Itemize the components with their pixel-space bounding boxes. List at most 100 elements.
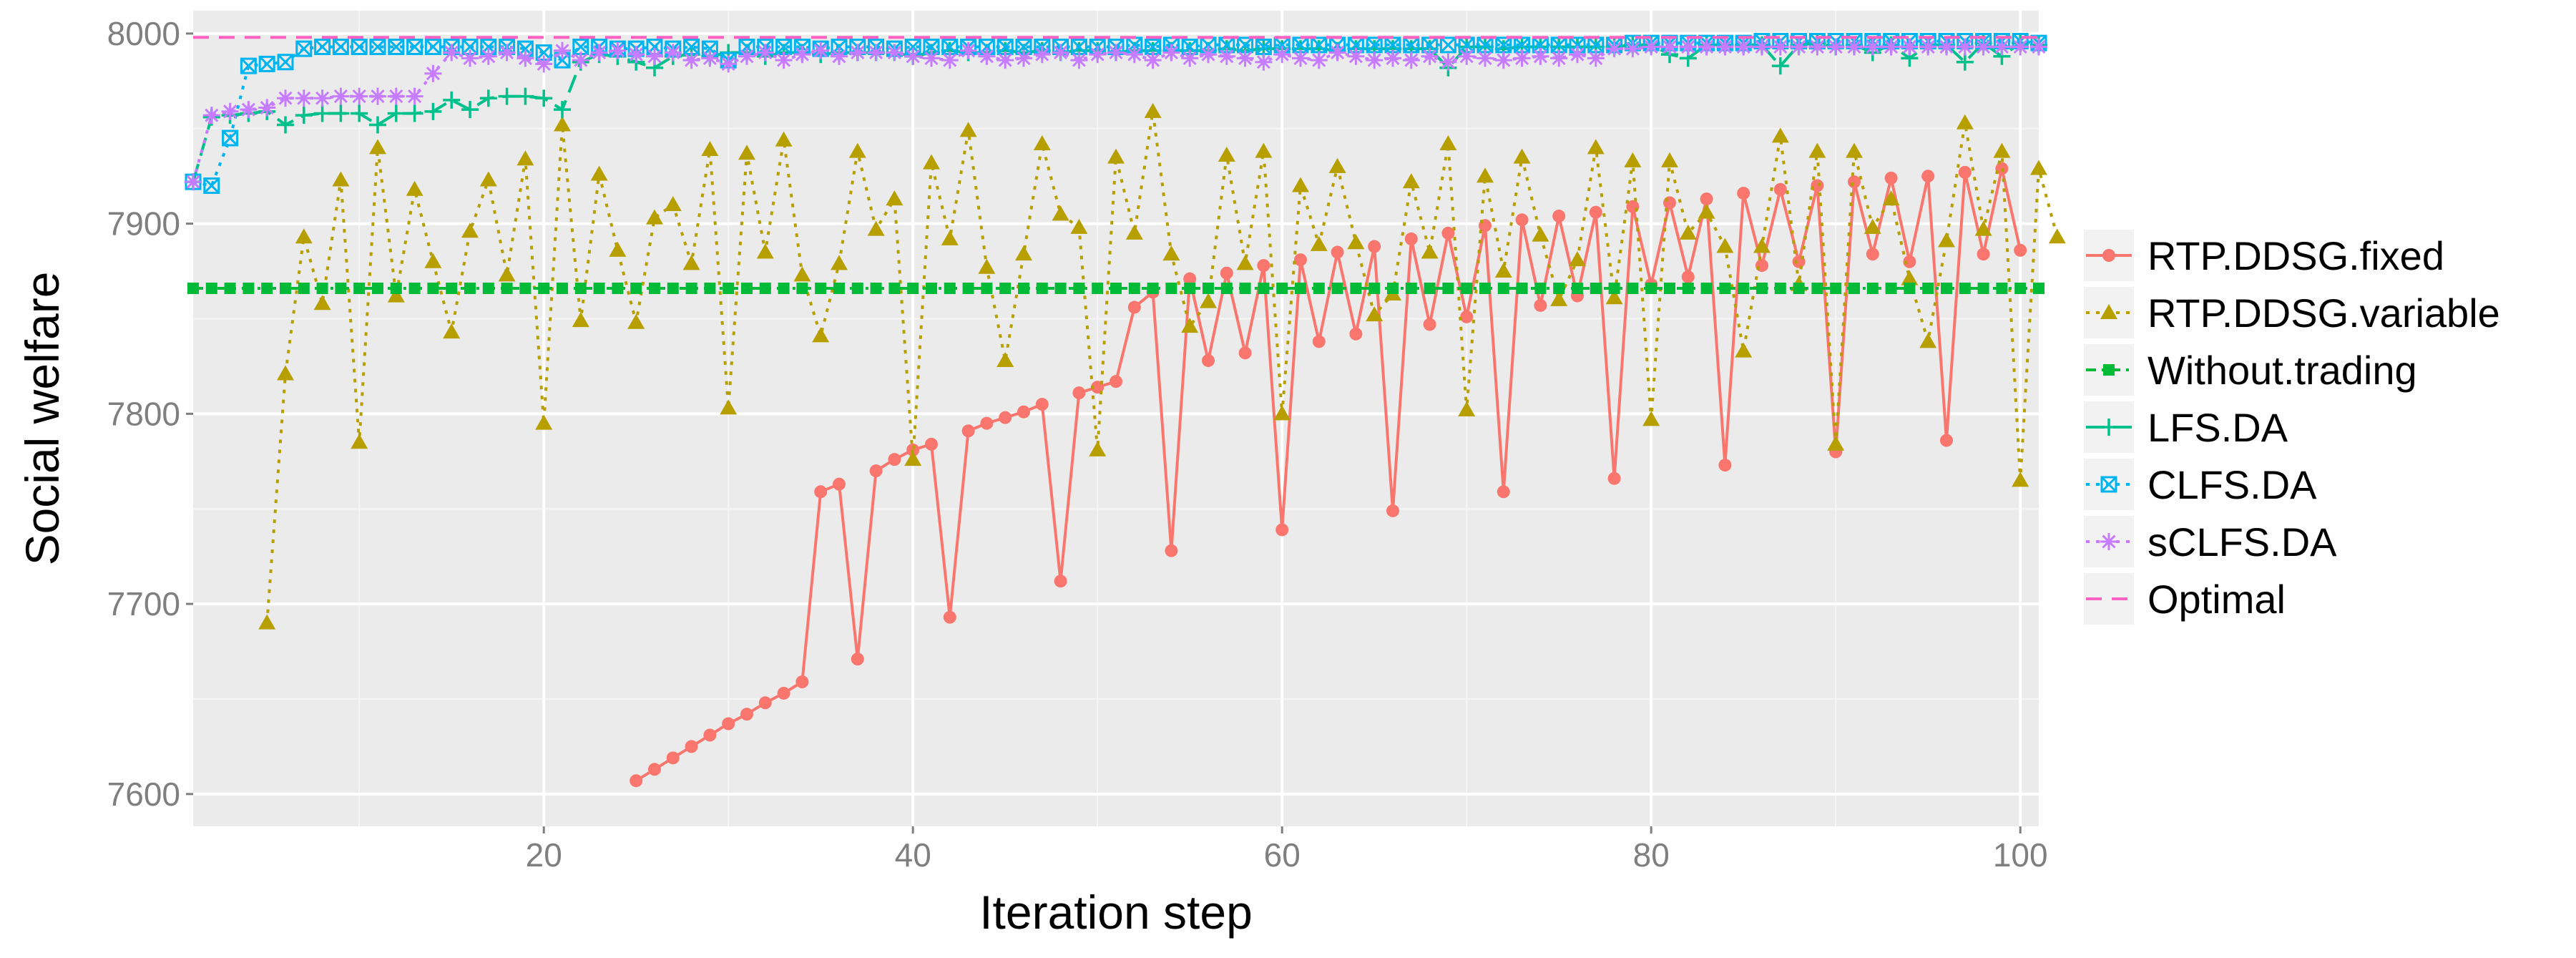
data-point-rtp-ddsg-fixed bbox=[1165, 544, 1178, 557]
data-point-rtp-ddsg-variable bbox=[443, 323, 461, 339]
data-point-lfs-da bbox=[277, 116, 294, 134]
data-point-lfs-da bbox=[332, 104, 350, 122]
data-point-rtp-ddsg-variable bbox=[793, 266, 811, 282]
data-point-sclfs-da bbox=[277, 89, 294, 107]
data-point-sclfs-da bbox=[1181, 49, 1199, 67]
data-point-sclfs-da bbox=[351, 87, 368, 105]
data-point-rtp-ddsg-variable bbox=[701, 140, 719, 156]
data-point-without-trading bbox=[1553, 282, 1565, 294]
data-point-rtp-ddsg-fixed bbox=[1054, 575, 1067, 588]
data-point-sclfs-da bbox=[682, 52, 700, 69]
data-point-clfs-da bbox=[941, 38, 959, 55]
data-point-clfs-da bbox=[461, 38, 479, 55]
data-point-rtp-ddsg-variable bbox=[1661, 152, 1678, 167]
data-point-sclfs-da bbox=[406, 87, 423, 105]
data-point-rtp-ddsg-fixed bbox=[1921, 170, 1935, 183]
y-tick-label: 8000 bbox=[107, 15, 180, 52]
data-point-rtp-ddsg-variable bbox=[2012, 471, 2029, 487]
data-point-lfs-da bbox=[1771, 57, 1789, 75]
data-point-clfs-da bbox=[775, 38, 793, 55]
data-point-rtp-ddsg-variable bbox=[590, 165, 608, 181]
data-point-rtp-ddsg-fixed bbox=[1035, 398, 1049, 411]
data-point-without-trading bbox=[1276, 282, 1288, 294]
data-point-without-trading bbox=[1904, 282, 1916, 294]
data-point-clfs-da bbox=[203, 177, 220, 194]
legend-label: RTP.DDSG.fixed bbox=[2148, 233, 2444, 278]
data-point-rtp-ddsg-variable bbox=[1070, 218, 1088, 234]
data-point-without-trading bbox=[1627, 282, 1639, 294]
data-point-rtp-ddsg-variable bbox=[1310, 235, 1328, 251]
data-point-rtp-ddsg-variable bbox=[831, 255, 848, 270]
data-point-rtp-ddsg-variable bbox=[1550, 290, 1568, 306]
legend-key-marker bbox=[2100, 476, 2117, 493]
data-point-rtp-ddsg-variable bbox=[369, 139, 386, 155]
data-point-without-trading bbox=[1092, 282, 1104, 294]
data-point-rtp-ddsg-fixed bbox=[1460, 310, 1474, 323]
data-point-rtp-ddsg-fixed bbox=[1404, 232, 1418, 245]
data-point-clfs-da bbox=[1439, 36, 1456, 54]
data-point-sclfs-da bbox=[443, 44, 461, 62]
data-point-without-trading bbox=[1682, 282, 1694, 294]
data-point-sclfs-da bbox=[1015, 49, 1032, 67]
data-point-rtp-ddsg-fixed bbox=[1866, 248, 1879, 261]
data-point-without-trading bbox=[1645, 282, 1657, 294]
data-point-without-trading bbox=[372, 282, 383, 294]
data-point-rtp-ddsg-fixed bbox=[1663, 196, 1676, 210]
data-point-rtp-ddsg-fixed bbox=[1110, 375, 1122, 388]
data-point-without-trading bbox=[833, 282, 845, 294]
data-point-without-trading bbox=[280, 282, 291, 294]
data-point-rtp-ddsg-variable bbox=[1181, 318, 1199, 333]
data-point-without-trading bbox=[888, 282, 901, 294]
data-point-without-trading bbox=[1756, 282, 1768, 294]
data-point-sclfs-da bbox=[295, 89, 313, 107]
data-point-without-trading bbox=[187, 282, 199, 294]
data-point-sclfs-da bbox=[996, 52, 1014, 69]
data-point-without-trading bbox=[224, 282, 236, 294]
data-point-without-trading bbox=[630, 282, 642, 294]
data-point-rtp-ddsg-fixed bbox=[1368, 240, 1381, 253]
data-point-clfs-da bbox=[277, 54, 294, 71]
data-point-sclfs-da bbox=[516, 49, 534, 67]
data-point-sclfs-da bbox=[1421, 47, 1439, 65]
data-point-lfs-da bbox=[443, 91, 461, 109]
series-rtp-ddsg-fixed bbox=[630, 162, 2027, 788]
data-point-without-trading bbox=[1220, 282, 1233, 294]
data-point-sclfs-da bbox=[1532, 47, 1549, 65]
data-point-clfs-da bbox=[1384, 36, 1401, 54]
data-point-rtp-ddsg-fixed bbox=[1607, 471, 1621, 485]
data-point-without-trading bbox=[1497, 282, 1509, 294]
legend-key-marker bbox=[2100, 304, 2117, 319]
data-point-lfs-da bbox=[535, 89, 553, 107]
legend-key-marker bbox=[2100, 533, 2117, 550]
data-point-rtp-ddsg-variable bbox=[1974, 220, 1992, 236]
legend-entry-sclfs-da: sCLFS.DA bbox=[2082, 514, 2337, 569]
series-without-trading bbox=[187, 282, 2044, 294]
data-point-rtp-ddsg-variable bbox=[627, 313, 645, 329]
data-point-without-trading bbox=[704, 282, 716, 294]
data-point-sclfs-da bbox=[793, 46, 811, 64]
data-point-clfs-da bbox=[222, 129, 239, 147]
data-point-rtp-ddsg-fixed bbox=[777, 686, 790, 700]
data-point-sclfs-da bbox=[2030, 38, 2047, 56]
y-tick-label: 7700 bbox=[107, 585, 180, 622]
data-point-sclfs-da bbox=[313, 89, 331, 107]
data-point-rtp-ddsg-variable bbox=[1347, 234, 1365, 250]
data-point-rtp-ddsg-variable bbox=[572, 312, 589, 328]
data-point-sclfs-da bbox=[479, 47, 497, 65]
y-tick-label: 7900 bbox=[107, 205, 180, 243]
data-point-without-trading bbox=[944, 282, 956, 294]
data-point-sclfs-da bbox=[1033, 46, 1051, 64]
data-point-sclfs-da bbox=[609, 41, 627, 59]
legend-entry-rtp-ddsg-fixed: RTP.DDSG.fixed bbox=[2082, 228, 2444, 283]
data-point-sclfs-da bbox=[185, 173, 202, 191]
data-point-rtp-ddsg-variable bbox=[775, 131, 793, 147]
data-point-without-trading bbox=[1313, 282, 1325, 294]
x-axis-title: Iteration step bbox=[979, 886, 1253, 939]
data-point-rtp-ddsg-variable bbox=[535, 414, 553, 430]
data-point-without-trading bbox=[1774, 282, 1786, 294]
data-point-sclfs-da bbox=[1938, 38, 1955, 56]
data-point-without-trading bbox=[1036, 282, 1048, 294]
series-sclfs-da bbox=[185, 38, 2047, 191]
x-tick-label: 20 bbox=[526, 836, 562, 874]
series-layer bbox=[185, 33, 2066, 788]
